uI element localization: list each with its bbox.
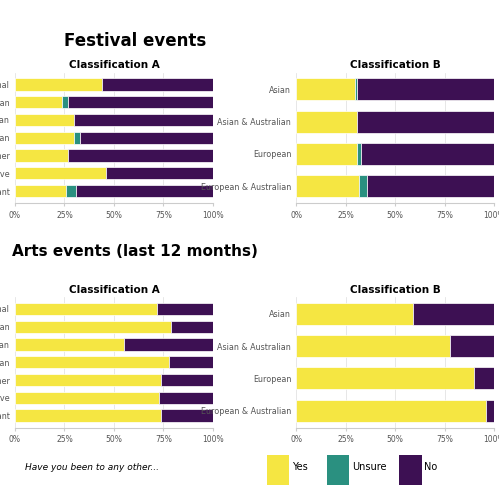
Bar xyxy=(15,392,160,404)
Bar xyxy=(451,335,494,357)
Bar xyxy=(296,335,451,357)
Title: Classification A: Classification A xyxy=(68,60,159,70)
Bar xyxy=(296,368,474,390)
Bar xyxy=(162,374,213,386)
Bar xyxy=(413,303,494,325)
Bar xyxy=(169,356,213,368)
Bar xyxy=(296,175,359,197)
Bar xyxy=(359,175,367,197)
Title: Classification B: Classification B xyxy=(350,285,441,295)
Bar xyxy=(68,150,213,162)
Bar xyxy=(15,132,74,144)
Bar xyxy=(355,78,357,100)
Bar xyxy=(357,110,494,132)
Bar xyxy=(296,78,355,100)
Bar xyxy=(15,303,158,315)
Text: Festival events: Festival events xyxy=(63,32,206,50)
Bar xyxy=(296,110,357,132)
Bar xyxy=(15,338,124,350)
Bar xyxy=(124,338,213,350)
Bar xyxy=(15,78,102,90)
Bar xyxy=(15,167,106,179)
Bar xyxy=(357,143,361,165)
Bar xyxy=(158,303,213,315)
Bar xyxy=(399,455,422,485)
Bar xyxy=(66,185,76,197)
Bar xyxy=(486,400,494,421)
Bar xyxy=(74,114,213,126)
Bar xyxy=(15,114,74,126)
Bar xyxy=(15,185,66,197)
Bar xyxy=(62,96,68,108)
Title: Classification A: Classification A xyxy=(68,285,159,295)
Bar xyxy=(296,400,486,421)
Bar xyxy=(296,143,357,165)
Bar xyxy=(15,374,162,386)
Bar xyxy=(15,96,62,108)
Text: Yes: Yes xyxy=(292,462,308,472)
Bar xyxy=(171,320,213,333)
Bar xyxy=(327,455,349,485)
Bar xyxy=(15,410,162,422)
Bar xyxy=(267,455,289,485)
Bar xyxy=(367,175,494,197)
Bar xyxy=(361,143,494,165)
Bar xyxy=(76,185,213,197)
Text: Unsure: Unsure xyxy=(352,462,386,472)
Bar xyxy=(160,392,213,404)
Bar xyxy=(68,96,213,108)
Bar xyxy=(15,356,169,368)
Bar xyxy=(357,78,494,100)
Bar xyxy=(296,303,413,325)
Bar xyxy=(15,150,68,162)
Text: Have you been to any other...: Have you been to any other... xyxy=(25,462,159,471)
Bar xyxy=(74,132,80,144)
Text: No: No xyxy=(424,462,438,472)
Title: Classification B: Classification B xyxy=(350,60,441,70)
Bar xyxy=(474,368,494,390)
Bar xyxy=(80,132,213,144)
Bar xyxy=(162,410,213,422)
Bar xyxy=(102,78,213,90)
Bar xyxy=(15,320,171,333)
Text: Arts events (last 12 months): Arts events (last 12 months) xyxy=(12,244,257,259)
Bar xyxy=(106,167,213,179)
